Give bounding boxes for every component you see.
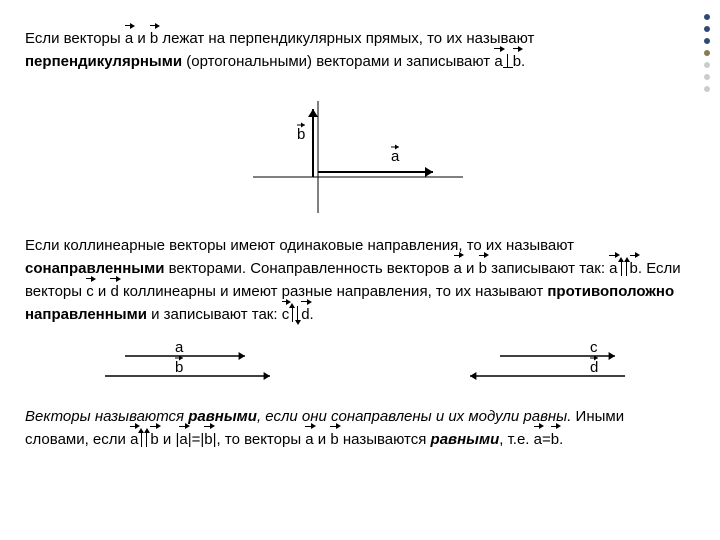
perp-symbol (503, 54, 513, 68)
paragraph-codirectional: Если коллинеарные векторы имеют одинаков… (25, 234, 690, 327)
italic-text: Векторы называются равными, если они сон… (25, 408, 571, 425)
figure-parallel-pair: ab cd (25, 342, 690, 390)
vector-b: b (330, 428, 338, 451)
codirectional-symbol (620, 260, 628, 276)
svg-text:a: a (175, 342, 184, 356)
text: записывают так: (487, 260, 609, 277)
vector-b: b (150, 27, 158, 50)
vector-c: c (86, 280, 94, 303)
vector-d: d (110, 280, 118, 303)
text: и | (159, 431, 180, 448)
bold-term: равными (188, 408, 257, 425)
svg-text:d: d (590, 359, 598, 376)
bold-term: равными (431, 431, 500, 448)
text: и (462, 260, 479, 277)
paragraph-equal: Векторы называются равными, если они сон… (25, 405, 690, 452)
opposite-symbol (291, 306, 299, 322)
dot (704, 86, 710, 92)
dot (704, 14, 710, 20)
text: и (314, 431, 331, 448)
dot (704, 26, 710, 32)
text: Если коллинеарные векторы имеют одинаков… (25, 237, 574, 254)
text: и (94, 283, 111, 300)
text: называются (339, 431, 431, 448)
vector-b: b (551, 428, 559, 451)
vector-a: a (130, 428, 138, 451)
figure-perpendicular: ab (25, 89, 690, 219)
text: и записывают так: (147, 306, 282, 323)
bold-term: сонаправленными (25, 260, 164, 277)
text: |=| (188, 431, 205, 448)
paragraph-perpendicular: Если векторы a и b лежат на перпендикуля… (25, 27, 690, 74)
vector-a: a (494, 50, 502, 73)
vector-d: d (301, 303, 309, 326)
dot (704, 38, 710, 44)
text: . (521, 53, 525, 70)
text: лежат на перпендикулярных прямых, то их … (158, 30, 534, 47)
vector-b: b (150, 428, 158, 451)
bold-term: перпендикулярными (25, 53, 182, 70)
vector-a: a (125, 27, 133, 50)
dot (704, 50, 710, 56)
vector-b: b (513, 50, 521, 73)
page-content: Если векторы a и b лежат на перпендикуля… (0, 0, 720, 478)
codirectional-diagram: ab (95, 342, 275, 390)
vector-a: a (454, 257, 462, 280)
vector-b: b (204, 428, 212, 451)
text: коллинеарны и имеют разные направления, … (119, 283, 548, 300)
text: . (310, 306, 314, 323)
svg-text:a: a (391, 148, 400, 165)
perpendicular-diagram: ab (243, 89, 473, 219)
svg-text:c: c (590, 342, 598, 356)
text: , т.е. (499, 431, 533, 448)
opposite-diagram: cd (450, 342, 630, 390)
text: векторами. Сонаправленность векторов (164, 260, 453, 277)
italic-text: равными (431, 431, 500, 448)
svg-text:b: b (175, 359, 183, 376)
text: (ортогональными) векторами и записывают (182, 53, 494, 70)
text: Если векторы (25, 30, 125, 47)
text: Векторы называются (25, 408, 188, 425)
text: и (133, 30, 150, 47)
text: . (559, 431, 563, 448)
text: , если они сонаправлены и их модули равн… (257, 408, 571, 425)
vector-b: b (630, 257, 638, 280)
vector-b: b (479, 257, 487, 280)
vector-a: a (305, 428, 313, 451)
dot (704, 62, 710, 68)
text: |, то векторы (213, 431, 306, 448)
vector-a: a (534, 428, 542, 451)
dot (704, 74, 710, 80)
svg-text:b: b (297, 126, 305, 143)
vector-a: a (179, 428, 187, 451)
decorative-dots (704, 8, 710, 98)
vector-c: c (282, 303, 290, 326)
vector-a: a (609, 257, 617, 280)
text: = (542, 431, 551, 448)
codirectional-symbol (140, 431, 148, 447)
